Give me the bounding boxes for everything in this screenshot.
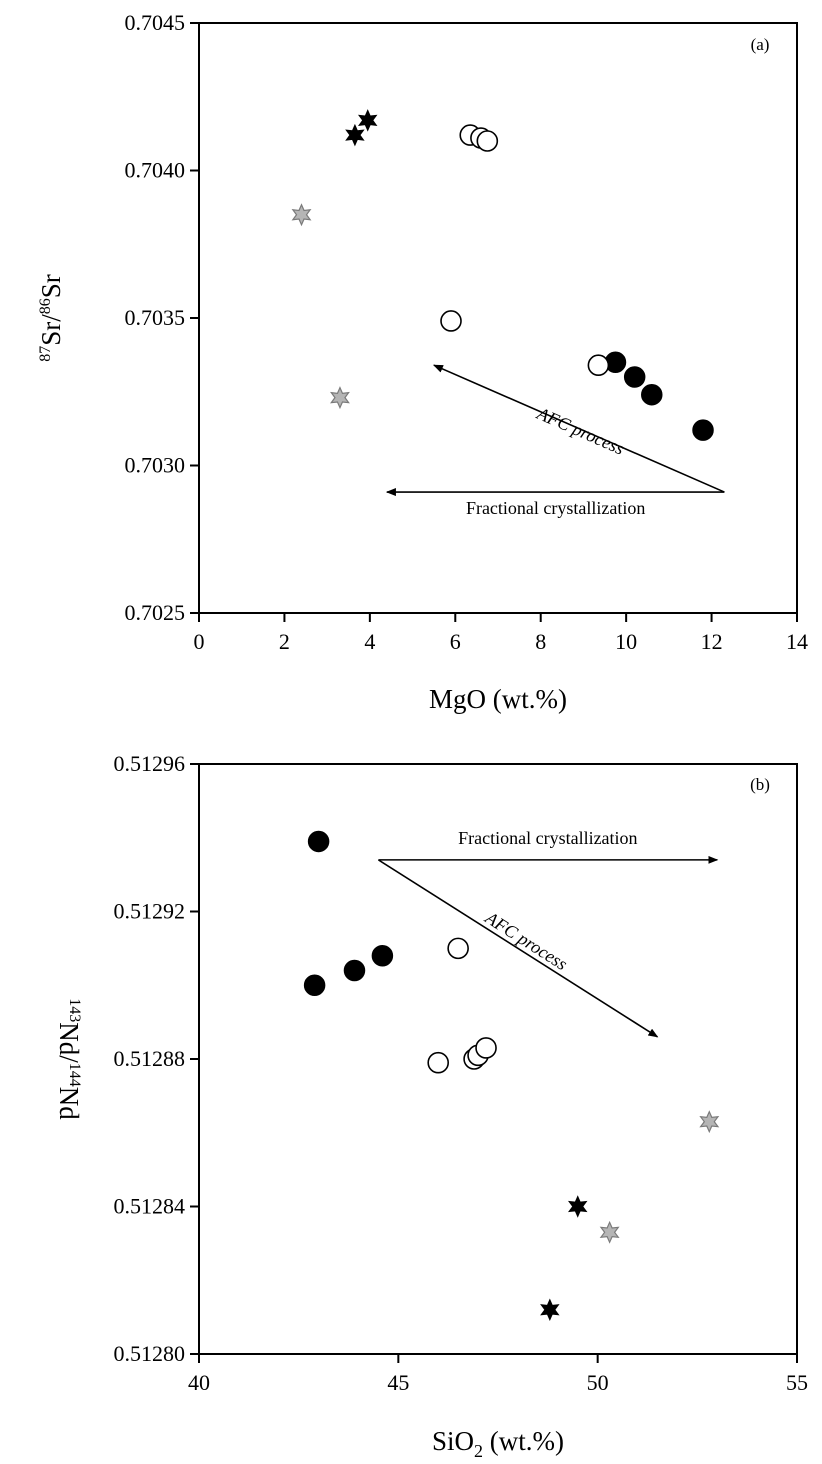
data-point-open-circle xyxy=(475,1037,497,1059)
data-point-open-circle xyxy=(440,310,462,332)
data-point-open-circle xyxy=(476,130,499,152)
annotation-arrow xyxy=(377,859,659,1038)
x-label-base2: (wt.%) xyxy=(483,1426,564,1456)
y-tick-label: 0.7030 xyxy=(125,453,186,478)
y-axis-b: 0.51280 0.51284 0.51288 0.51292 0.51296 xyxy=(114,751,199,1366)
data-point-filled-circle xyxy=(692,419,714,441)
data-point-filled-circle xyxy=(303,974,326,996)
x-tick-label: 12 xyxy=(701,629,723,654)
plot-frame-b xyxy=(198,763,798,1355)
x-tick-label: 14 xyxy=(786,629,808,654)
annotation-label: AFC process xyxy=(533,403,627,459)
x-label-base1: SiO xyxy=(432,1426,474,1456)
y-label-sup2: 86 xyxy=(37,298,54,314)
panel-tag-a: (a) xyxy=(751,35,770,54)
x-tick-label: 10 xyxy=(615,629,637,654)
y-tick-label: 0.7040 xyxy=(125,158,186,183)
y-tick-label: 0.51288 xyxy=(114,1046,186,1071)
y-axis-label-a: 87Sr/86Sr xyxy=(36,274,66,362)
x-axis-a: 0 2 4 6 8 10 12 14 xyxy=(194,613,808,654)
data-point-black-star xyxy=(567,1195,588,1218)
data-point-black-star xyxy=(357,109,378,132)
annotation-label: Fractional crystallization xyxy=(458,828,637,848)
data-point-filled-circle xyxy=(641,383,663,406)
annotations-a: AFC process Fractional crystallization xyxy=(385,364,725,518)
x-tick-label: 45 xyxy=(387,1370,409,1395)
y-axis-label-b: 143Nd/144Nd xyxy=(54,998,84,1120)
annotations-b: Fractional crystallization AFC process xyxy=(377,828,719,1038)
x-tick-label: 40 xyxy=(188,1370,210,1395)
data-point-filled-circle xyxy=(307,830,330,853)
y-label-b-sup1: 143 xyxy=(66,998,83,1022)
y-tick-label: 0.7045 xyxy=(125,10,186,35)
x-axis-label-a: MgO (wt.%) xyxy=(429,684,567,714)
x-tick-label: 8 xyxy=(535,629,546,654)
annotation-label: AFC process xyxy=(481,907,571,974)
data-point-open-circle xyxy=(447,937,469,960)
data-points-a xyxy=(291,109,714,441)
y-tick-label: 0.51284 xyxy=(114,1194,186,1219)
x-tick-label: 2 xyxy=(279,629,290,654)
y-tick-label: 0.51296 xyxy=(114,751,186,776)
y-tick-label: 0.7035 xyxy=(125,305,186,330)
x-tick-label: 55 xyxy=(786,1370,808,1395)
data-point-filled-circle xyxy=(343,959,366,982)
data-point-filled-circle xyxy=(623,366,646,388)
data-point-grey-star xyxy=(599,1220,620,1244)
x-tick-label: 0 xyxy=(194,629,205,654)
data-point-black-star xyxy=(540,1298,560,1321)
panel-tag-b: (b) xyxy=(750,775,770,794)
data-point-grey-star xyxy=(330,386,350,410)
y-tick-label: 0.7025 xyxy=(125,600,186,625)
x-tick-label: 4 xyxy=(364,629,375,654)
data-point-black-star xyxy=(345,123,365,147)
y-label-base2: Sr xyxy=(36,274,66,298)
y-axis-a: 0.7025 0.7030 0.7035 0.7040 0.7045 xyxy=(125,10,199,625)
y-label-base1: Sr/ xyxy=(36,314,66,346)
y-label-b-base2: Nd xyxy=(54,1087,84,1120)
annotation-label: Fractional crystallization xyxy=(466,498,645,518)
panel-a: 0.7025 0.7030 0.7035 0.7040 0.7045 0 2 4 6 8 10 12… xyxy=(36,10,808,714)
y-tick-label: 0.51280 xyxy=(114,1341,186,1366)
panel-b: 0.51280 0.51284 0.51288 0.51292 0.51296 40 45… xyxy=(54,751,808,1461)
x-label-sub: 2 xyxy=(474,1441,483,1461)
y-tick-label: 0.51292 xyxy=(114,899,186,924)
y-label-b-base1: Nd/ xyxy=(54,1022,84,1063)
x-axis-label-b: SiO2 (wt.%) xyxy=(432,1426,564,1461)
x-tick-label: 6 xyxy=(450,629,461,654)
y-label-sup1: 87 xyxy=(37,346,54,362)
data-points-b xyxy=(303,830,720,1321)
data-point-grey-star xyxy=(699,1110,720,1134)
x-tick-label: 50 xyxy=(587,1370,609,1395)
data-point-open-circle xyxy=(587,354,610,377)
data-point-filled-circle xyxy=(371,945,394,967)
x-axis-b: 40 45 50 55 xyxy=(188,1354,808,1395)
data-point-open-circle xyxy=(427,1051,450,1074)
y-label-b-sup2: 144 xyxy=(66,1063,83,1087)
plot-frame-a xyxy=(198,22,798,614)
data-point-grey-star xyxy=(291,203,312,227)
annotation-arrow xyxy=(433,364,725,493)
